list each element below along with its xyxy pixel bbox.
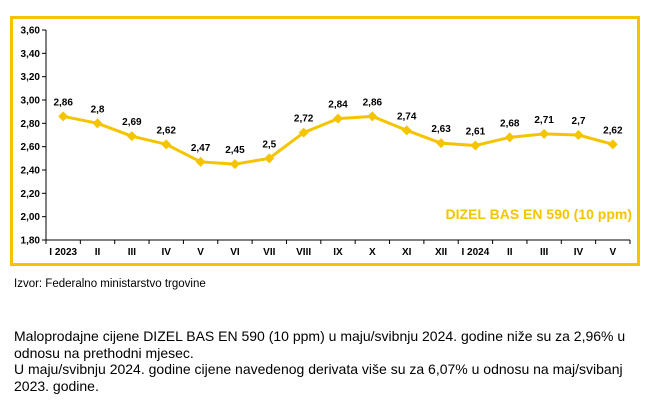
x-tick-label: V <box>609 247 616 258</box>
data-point <box>401 125 412 136</box>
data-point <box>573 130 584 140</box>
x-tick-label: III <box>540 247 549 258</box>
data-label: 2,71 <box>534 115 554 126</box>
x-tick-label: V <box>197 247 204 258</box>
x-tick-label: VI <box>230 247 240 258</box>
data-label: 2,61 <box>466 127 486 138</box>
y-tick-label: 2,00 <box>21 212 41 223</box>
data-point <box>367 111 378 122</box>
y-tick-label: 2,80 <box>21 119 41 130</box>
x-tick-label: I 2023 <box>49 247 77 258</box>
data-label: 2,45 <box>225 145 245 156</box>
x-tick-label: IV <box>574 247 584 258</box>
y-tick-label: 2,20 <box>21 189 41 200</box>
x-tick-label: VII <box>263 247 275 258</box>
data-label: 2,47 <box>191 143 211 154</box>
data-point <box>195 156 206 167</box>
data-point <box>607 139 618 150</box>
x-tick-label: X <box>369 247 376 258</box>
data-label: 2,86 <box>53 97 73 108</box>
data-point <box>470 140 481 151</box>
y-tick-label: 3,60 <box>21 26 41 37</box>
x-tick-label: VIII <box>296 247 311 258</box>
data-point <box>126 131 137 142</box>
x-tick-label: II <box>95 247 101 258</box>
y-tick-label: 3,00 <box>21 96 41 107</box>
data-label: 2,74 <box>397 111 417 122</box>
data-point <box>539 128 550 139</box>
data-point <box>92 118 103 129</box>
legend-label: DIZEL BAS EN 590 (10 ppm) <box>446 206 632 222</box>
data-label: 2,5 <box>262 139 276 150</box>
data-point <box>264 153 275 164</box>
data-point <box>161 139 172 150</box>
x-tick-label: I 2024 <box>462 247 490 258</box>
chart: 1,80 2,00 2,20 2,40 2,60 2,80 3,00 3,20 3,40 3,60… <box>10 16 640 266</box>
data-label: 2,62 <box>603 125 623 136</box>
data-label: 2,7 <box>572 116 586 127</box>
y-tick-label: 2,60 <box>21 142 41 153</box>
data-point <box>58 111 69 122</box>
data-label: 2,72 <box>294 114 314 125</box>
data-label: 2,8 <box>91 104 105 115</box>
data-label: 2,69 <box>122 117 142 128</box>
x-tick-label: III <box>128 247 137 258</box>
y-tick-label: 3,40 <box>21 49 41 60</box>
data-label: 2,84 <box>328 100 348 111</box>
chart-border <box>10 16 640 266</box>
data-label: 2,68 <box>500 118 520 129</box>
x-tick-label: XI <box>402 247 412 258</box>
description: Maloprodajne cijene DIZEL BAS EN 590 (10… <box>14 328 644 394</box>
data-point <box>333 113 343 124</box>
data-label: 2,63 <box>431 124 451 135</box>
x-tick-label: II <box>507 247 513 258</box>
y-tick-label: 1,80 <box>21 236 41 247</box>
data-label: 2,62 <box>157 125 177 136</box>
y-tick-label: 2,40 <box>21 166 41 177</box>
data-point <box>229 159 240 170</box>
source-note: Izvor: Federalno ministarstvo trgovine <box>14 278 206 290</box>
x-tick-label: XII <box>435 247 447 258</box>
y-tick-label: 3,20 <box>21 72 41 83</box>
data-label: 2,86 <box>363 97 383 108</box>
data-point <box>504 132 515 143</box>
x-tick-label: IX <box>333 247 343 258</box>
paragraph-yearly-change: U maju/svibnju 2024. godine cijene naved… <box>14 361 623 394</box>
x-tick-label: IV <box>162 247 172 258</box>
line-chart: 1,80 2,00 2,20 2,40 2,60 2,80 3,00 3,20 3,40 3,60… <box>10 16 640 266</box>
paragraph-monthly-change: Maloprodajne cijene DIZEL BAS EN 590 (10… <box>14 328 626 361</box>
data-point <box>436 138 447 149</box>
